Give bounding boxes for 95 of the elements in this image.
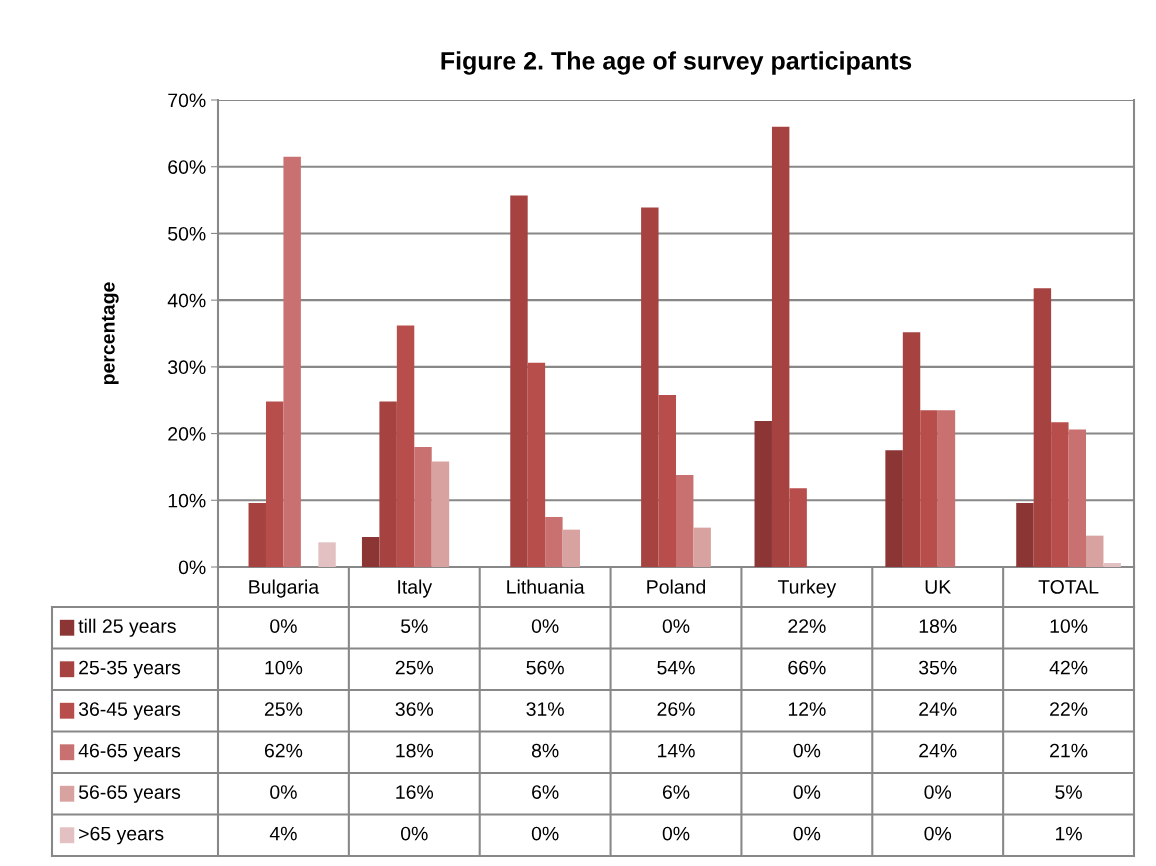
data-label: 0% (793, 826, 821, 841)
y-tick-label: 0% (178, 560, 206, 575)
data-label: 0% (270, 785, 297, 799)
data-label: 8% (531, 743, 559, 758)
data-label: 31% (526, 702, 564, 716)
bar (283, 156, 301, 567)
y-axis-title: percentage (101, 282, 119, 385)
bar (1051, 422, 1069, 567)
data-label: 0% (662, 619, 690, 633)
data-label: 54% (657, 660, 695, 675)
data-label: 26% (657, 702, 695, 716)
legend-label: till 25 years (78, 618, 176, 637)
y-tick-label: 30% (168, 360, 206, 375)
data-label: 16% (396, 785, 434, 799)
y-tick-label: 10% (168, 493, 206, 508)
legend-label: 56-65 years (78, 785, 181, 803)
data-label: 6% (532, 785, 559, 799)
data-label: 42% (1049, 660, 1088, 675)
y-tick-label: 50% (168, 226, 206, 241)
bar (693, 527, 711, 567)
y-tick-label: 70% (168, 93, 206, 108)
y-tick-label: 60% (168, 160, 206, 174)
x-tick-label: Lithuania (507, 579, 585, 594)
data-label: 0% (793, 743, 821, 758)
x-tick-label: Turkey (777, 579, 837, 598)
data-label: 36% (395, 702, 434, 716)
data-label: 14% (658, 743, 695, 758)
data-label: 0% (531, 826, 559, 841)
bar (396, 325, 415, 567)
data-label: 24% (919, 743, 957, 758)
bar (527, 362, 546, 567)
bar (937, 410, 956, 567)
data-label: 0% (400, 826, 428, 841)
bar (265, 401, 284, 567)
data-label: 21% (1050, 743, 1088, 758)
legend-label: 25-35 years (79, 660, 181, 679)
data-label: 0% (793, 785, 821, 799)
bar (1068, 429, 1087, 567)
legend-label: 36-45 years (78, 702, 181, 720)
bar (1033, 288, 1052, 567)
data-label: 10% (1050, 619, 1088, 633)
bar (318, 542, 336, 567)
legend-label: >65 years (79, 826, 164, 845)
bar (510, 195, 528, 567)
x-tick-label: UK (925, 580, 951, 594)
data-label: 12% (788, 702, 826, 716)
data-label: 18% (919, 619, 957, 633)
data-label: 24% (919, 702, 957, 716)
bar (754, 420, 772, 567)
bar (676, 474, 694, 567)
data-label: 4% (269, 826, 297, 841)
data-label: 66% (788, 660, 826, 675)
bar (1016, 502, 1034, 567)
bar (658, 394, 676, 567)
data-label: 6% (662, 785, 690, 799)
bar (379, 401, 397, 567)
bar (920, 410, 938, 567)
bar (248, 502, 266, 567)
data-label: 62% (264, 743, 303, 758)
data-label: 35% (919, 660, 957, 675)
data-label: 22% (788, 619, 826, 633)
data-label: 0% (270, 619, 297, 633)
x-tick-label: Poland (647, 579, 706, 594)
data-label: 0% (531, 619, 559, 633)
x-tick-label: Italy (398, 579, 433, 598)
x-tick-label: TOTAL (1038, 580, 1099, 594)
data-label: 1% (1056, 826, 1082, 841)
bar (641, 207, 659, 567)
data-label: 10% (265, 660, 303, 675)
bar (771, 126, 790, 567)
x-tick-label: Bulgaria (249, 579, 320, 598)
bar (545, 516, 563, 567)
bar (431, 461, 450, 567)
data-label: 25% (395, 660, 434, 675)
y-tick-label: 20% (168, 427, 206, 441)
data-label: 5% (1055, 785, 1082, 799)
bar (1103, 563, 1121, 567)
data-label: 0% (924, 826, 952, 841)
bar (902, 332, 921, 567)
bar (1086, 535, 1104, 567)
bar (885, 450, 903, 567)
data-label: 56% (526, 660, 564, 675)
y-tick-label: 40% (167, 293, 206, 308)
data-label: 5% (401, 619, 428, 633)
data-label: 0% (662, 826, 690, 841)
bar (789, 488, 807, 567)
data-label: 0% (924, 785, 952, 799)
bar (562, 529, 581, 567)
data-label: 25% (264, 702, 303, 716)
data-label: 18% (396, 743, 434, 758)
chart-title: Figure 2. The age of survey participants (441, 51, 912, 75)
bar (414, 446, 432, 567)
legend-label: 46-65 years (78, 743, 181, 762)
data-label: 22% (1050, 702, 1088, 716)
bar (361, 536, 380, 567)
